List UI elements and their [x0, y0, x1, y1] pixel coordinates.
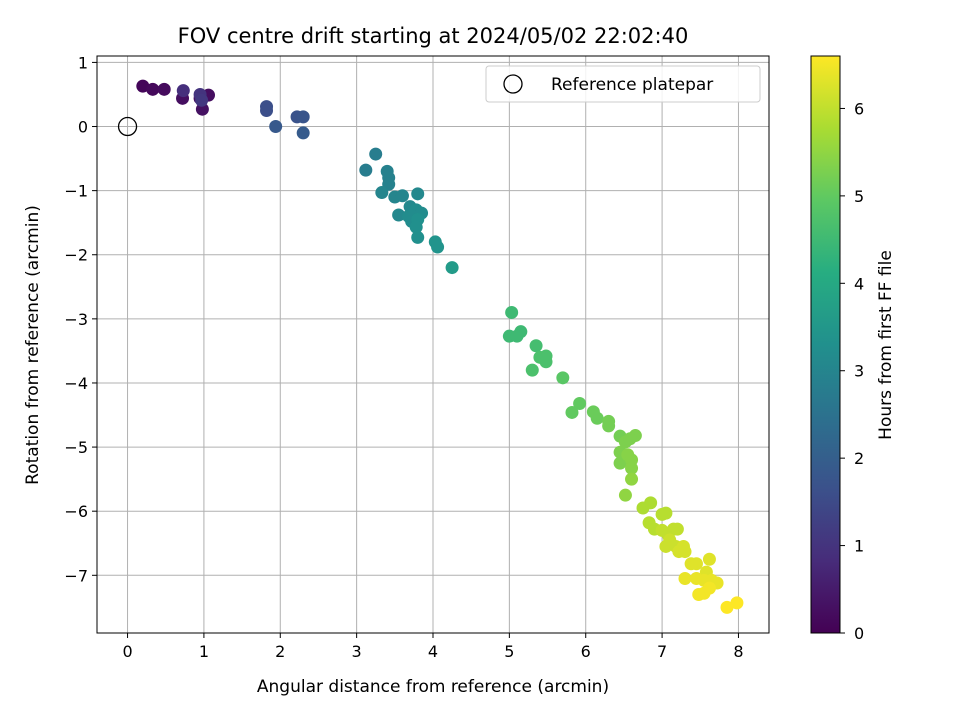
data-point [260, 103, 274, 117]
data-point [510, 329, 524, 343]
data-point [195, 93, 209, 107]
data-point [659, 539, 673, 553]
data-point [720, 600, 734, 614]
data-point [375, 186, 389, 200]
colorbar-tick-label: 5 [854, 187, 864, 206]
data-point [678, 572, 692, 586]
colorbar-tick-label: 0 [854, 624, 864, 643]
data-point [556, 371, 570, 385]
x-tick-label: 3 [352, 642, 362, 661]
y-axis-label: Rotation from reference (arcmin) [23, 205, 43, 485]
y-tick-label: −6 [64, 502, 88, 521]
data-point [659, 506, 673, 520]
x-axis-ticks: 0 1 2 3 4 5 6 7 8 [122, 633, 744, 661]
data-point [565, 405, 579, 419]
data-point [539, 355, 553, 369]
data-point [602, 419, 616, 433]
data-point [689, 557, 703, 571]
data-point [157, 82, 171, 96]
x-tick-label: 8 [733, 642, 743, 661]
x-tick-label: 1 [199, 642, 209, 661]
colorbar-ticks: 0 1 2 3 4 5 6 [840, 99, 864, 643]
data-point [411, 230, 425, 244]
y-tick-label: −3 [64, 310, 88, 329]
grid-lines [97, 56, 769, 633]
reference-marker [117, 116, 138, 137]
y-tick-label: 1 [78, 53, 88, 72]
y-axis-ticks: 1 0 −1 −2 −3 −4 −5 −6 −7 [64, 53, 97, 585]
colorbar-gradient [810, 55, 841, 634]
y-tick-label: 0 [78, 118, 88, 137]
data-point [136, 79, 150, 93]
y-tick-label: −2 [64, 246, 88, 265]
data-point [618, 488, 632, 502]
data-point [678, 545, 692, 559]
data-point [692, 588, 706, 602]
data-point [411, 187, 425, 201]
data-point [670, 522, 684, 536]
colorbar-label: Hours from first FF file [876, 250, 896, 440]
data-point [369, 147, 383, 161]
colorbar-tick-label: 1 [854, 537, 864, 556]
data-point [395, 189, 409, 203]
data-point [623, 432, 637, 446]
colorbar-tick-label: 4 [854, 274, 864, 293]
data-point [392, 208, 406, 222]
data-point [445, 261, 459, 275]
data-point [613, 456, 627, 470]
colorbar: 0 1 2 3 4 5 6 Hours from first FF file [810, 55, 896, 643]
reference-point [117, 116, 138, 137]
data-point [625, 472, 639, 486]
data-point [525, 363, 539, 377]
data-point [529, 339, 543, 353]
data-point [296, 126, 310, 140]
data-point [702, 552, 716, 566]
y-tick-label: −7 [64, 566, 88, 585]
data-point [176, 84, 190, 98]
data-point [269, 120, 283, 134]
x-tick-label: 5 [504, 642, 514, 661]
legend-entry-label: Reference platepar [551, 75, 713, 95]
data-point [296, 110, 310, 124]
y-tick-label: −1 [64, 182, 88, 201]
data-point [146, 82, 160, 96]
x-axis-label: Angular distance from reference (arcmin) [257, 677, 609, 697]
data-point [644, 496, 658, 510]
colorbar-tick-label: 6 [854, 99, 864, 118]
data-point [730, 596, 744, 610]
legend-box [485, 65, 761, 103]
chart-title: FOV centre drift starting at 2024/05/02 … [178, 24, 689, 48]
x-tick-label: 7 [657, 642, 667, 661]
x-tick-label: 6 [581, 642, 591, 661]
legend-reference-marker [503, 74, 523, 94]
data-point [431, 240, 445, 254]
colorbar-tick-label: 2 [854, 449, 864, 468]
data-point [505, 305, 519, 319]
data-point [590, 411, 604, 425]
legend: Reference platepar [485, 65, 761, 103]
data-point [409, 220, 423, 234]
x-tick-label: 4 [428, 642, 438, 661]
y-tick-label: −4 [64, 374, 88, 393]
y-tick-label: −5 [64, 438, 88, 457]
colorbar-tick-label: 3 [854, 362, 864, 381]
x-tick-label: 2 [275, 642, 285, 661]
data-point [573, 396, 587, 410]
data-point [625, 461, 639, 475]
data-point [359, 163, 373, 177]
data-points [136, 79, 744, 614]
x-tick-label: 0 [122, 642, 132, 661]
